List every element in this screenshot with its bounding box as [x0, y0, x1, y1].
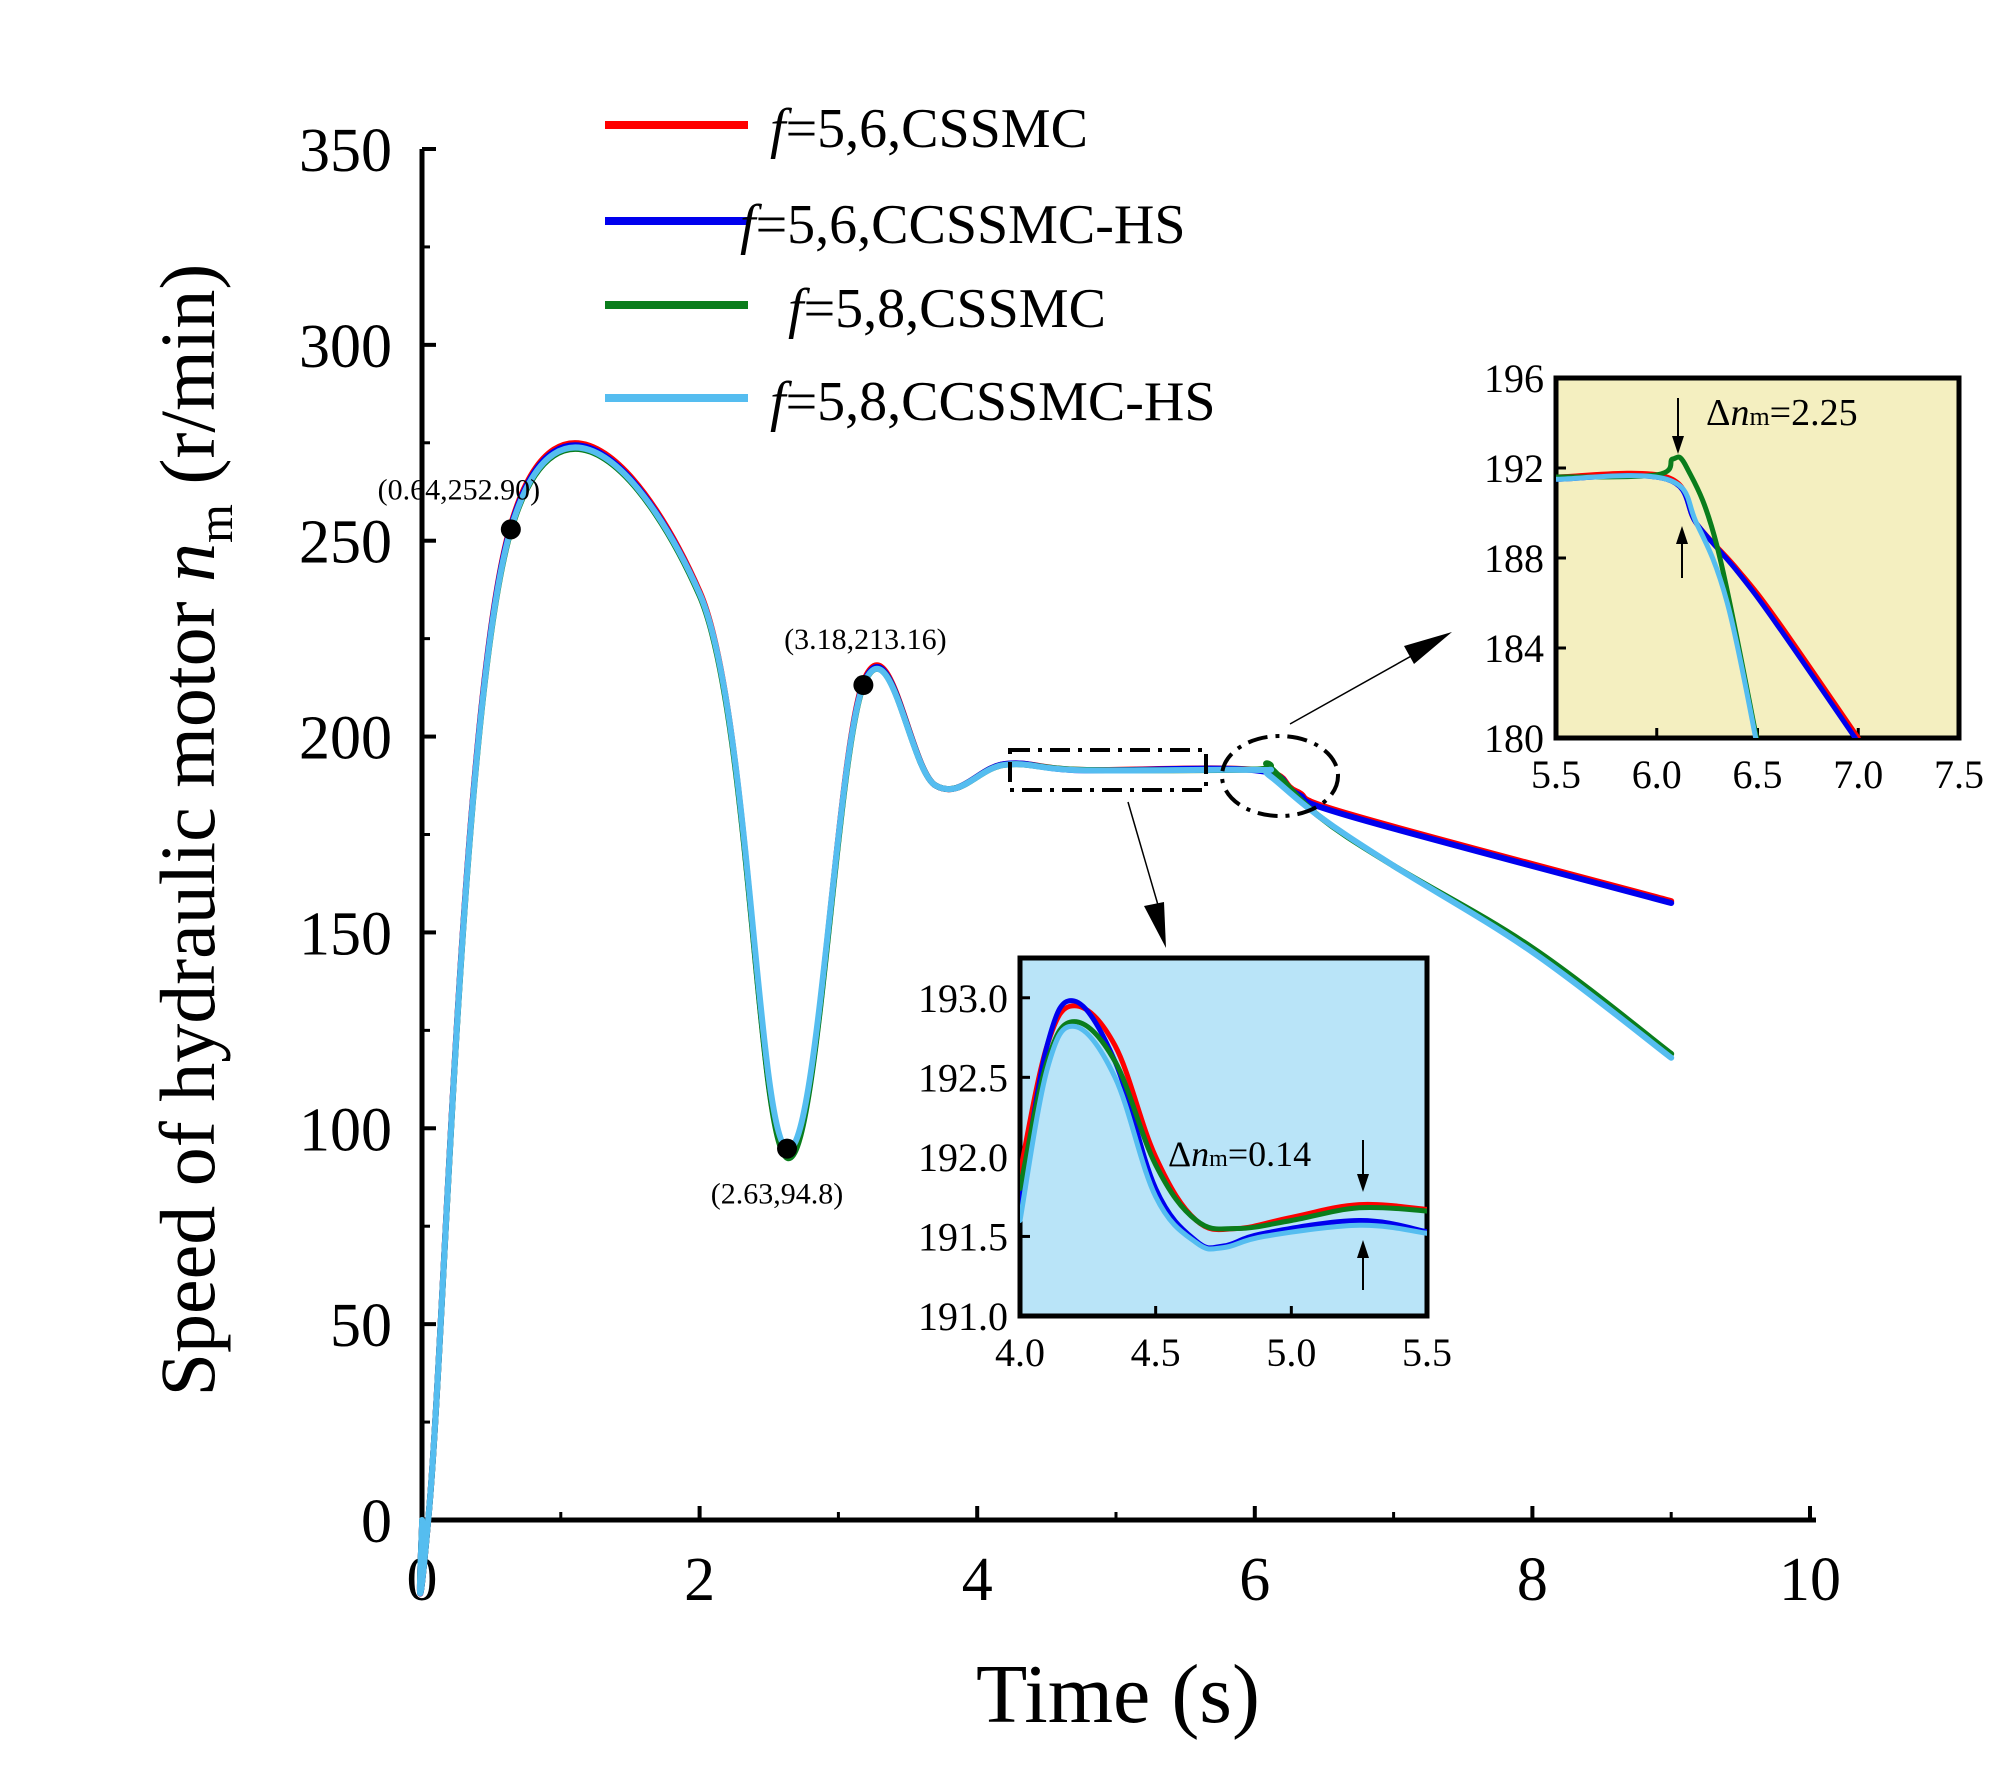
main-y-tick-label: 100: [299, 1096, 392, 1164]
main-series-line-3: [416, 444, 1675, 1596]
y-axis-label-var: n: [144, 543, 231, 582]
inset_bottom-x-tick-label: 5.0: [1266, 1330, 1316, 1375]
main-markers-group: (0.64,252.90) (2.63,94.8) (3.18,213.16): [378, 473, 947, 1210]
main-y-tick-label: 0: [361, 1488, 392, 1556]
inset-top-right-series-group: [1556, 454, 1861, 738]
y-axis-label: Speed of hydraulic motor nm (r/min): [144, 264, 243, 1397]
inset-bottom-annotation: Δnm=0.14: [1168, 1134, 1311, 1174]
inset_top_right-y-tick-label: 180: [1484, 716, 1544, 761]
main-x-tick-label: 10: [1779, 1546, 1841, 1614]
legend-label-2: f=5,8,CSSMC: [788, 278, 1106, 340]
inset_bottom-series-line-1: [1020, 998, 1427, 1251]
inset-top-right-arrowhead-down: [1672, 436, 1684, 454]
main-y-tick-label: 200: [299, 705, 392, 773]
peak-marker-label: (2.63,94.8): [711, 1178, 843, 1211]
inset-bottom-background: [1017, 955, 1430, 1319]
legend-label-0: f=5,6,CSSMC: [770, 98, 1088, 160]
main-x-tick-label: 2: [684, 1546, 715, 1614]
inset-top-right-background: [1553, 375, 1962, 741]
zoom-region-ellipse: [1220, 734, 1340, 818]
main-x-tick-label: 8: [1517, 1546, 1548, 1614]
main-y-tick-label: 50: [330, 1292, 392, 1360]
main-series-group: [416, 440, 1675, 1597]
main-x-tick-label: 6: [1239, 1546, 1270, 1614]
main-y-tick-label: 250: [299, 509, 392, 577]
peak-marker-dot: [500, 519, 521, 540]
inset-top-right: 5.5 6.0 6.5 7.0 7.5 180 184 188 192 196 Δnm=2.25: [1484, 356, 1984, 797]
inset_bottom-y-tick-label: 193.0: [918, 976, 1008, 1021]
x-axis-label: Time (s): [976, 1648, 1260, 1741]
inset_bottom-series-line-3: [1020, 1023, 1427, 1252]
inset_top_right-y-tick-label: 188: [1484, 536, 1544, 581]
peak-marker-dot: [777, 1138, 798, 1159]
zoom-arrowhead-top: [1404, 632, 1452, 664]
inset-bottom-arrowhead-up: [1357, 1240, 1369, 1258]
zoom-connector-top: [1289, 649, 1423, 725]
inset-bottom-series-group: [1020, 998, 1427, 1252]
legend: f=5,6,CSSMC f=5,6,CCSSMC-HS f=5,8,CSSMC …: [605, 98, 1216, 433]
y-axis-label-prefix: Speed of hydraulic motor: [144, 582, 231, 1396]
inset_top_right-x-tick-label: 7.5: [1934, 752, 1984, 797]
inset_bottom-x-tick-label: 5.5: [1402, 1330, 1452, 1375]
inset_top_right-x-tick-label: 5.5: [1531, 752, 1581, 797]
inset_top_right-y-tick-label: 196: [1484, 356, 1544, 401]
inset_bottom-series-clip: [1020, 998, 1427, 1252]
inset_top_right-x-tick-label: 7.0: [1833, 752, 1883, 797]
inset_bottom-y-tick-label: 192.0: [918, 1135, 1008, 1180]
inset_top_right-x-tick-label: 6.0: [1632, 752, 1682, 797]
inset-bottom-ticks: 4.0 4.5 5.0 5.5 191.0 191.5 192.0 192.5 193.0: [918, 976, 1452, 1375]
inset-bottom-arrowhead-down: [1357, 1174, 1369, 1192]
y-axis-label-sub: m: [187, 504, 243, 543]
inset_top_right-series-line-3: [1556, 473, 1759, 738]
peak-marker-label: (0.64,252.90): [378, 473, 540, 506]
inset_top_right-y-tick-label: 192: [1484, 446, 1544, 491]
legend-label-1: f=5,6,CCSSMC-HS: [740, 194, 1186, 256]
zoom-region-rectangle: [1008, 748, 1208, 792]
zoom-arrowhead-bottom: [1144, 902, 1166, 948]
main-y-tick-label: 300: [299, 313, 392, 381]
legend-label-3: f=5,8,CCSSMC-HS: [770, 371, 1216, 433]
inset_top_right-x-tick-label: 6.5: [1733, 752, 1783, 797]
inset-top-right-annotation: Δnm=2.25: [1706, 392, 1858, 434]
inset-bottom: 4.0 4.5 5.0 5.5 191.0 191.5 192.0 192.5 193.0 Δn…: [918, 955, 1452, 1375]
inset_top_right-y-tick-label: 184: [1484, 626, 1544, 671]
peak-marker-label: (3.18,213.16): [784, 623, 946, 656]
inset_bottom-x-tick-label: 4.0: [995, 1330, 1045, 1375]
peak-marker-dot: [853, 675, 874, 696]
inset_bottom-y-tick-label: 192.5: [918, 1055, 1008, 1100]
main-y-tick-label: 350: [299, 117, 392, 185]
inset-top-right-ticks: 5.5 6.0 6.5 7.0 7.5 180 184 188 192 196: [1484, 356, 1984, 797]
zoom-connector-bottom: [1127, 801, 1159, 906]
inset_top_right-series-clip: [1556, 454, 1861, 738]
inset-top-right-arrowhead-up: [1676, 526, 1688, 544]
y-axis-label-suffix: (r/min): [144, 264, 231, 504]
inset_bottom-y-tick-label: 191.5: [918, 1214, 1008, 1259]
inset_bottom-x-tick-label: 4.5: [1131, 1330, 1181, 1375]
main-x-tick-label: 4: [962, 1546, 993, 1614]
inset_bottom-y-tick-label: 191.0: [918, 1294, 1008, 1339]
main-y-tick-label: 150: [299, 900, 392, 968]
